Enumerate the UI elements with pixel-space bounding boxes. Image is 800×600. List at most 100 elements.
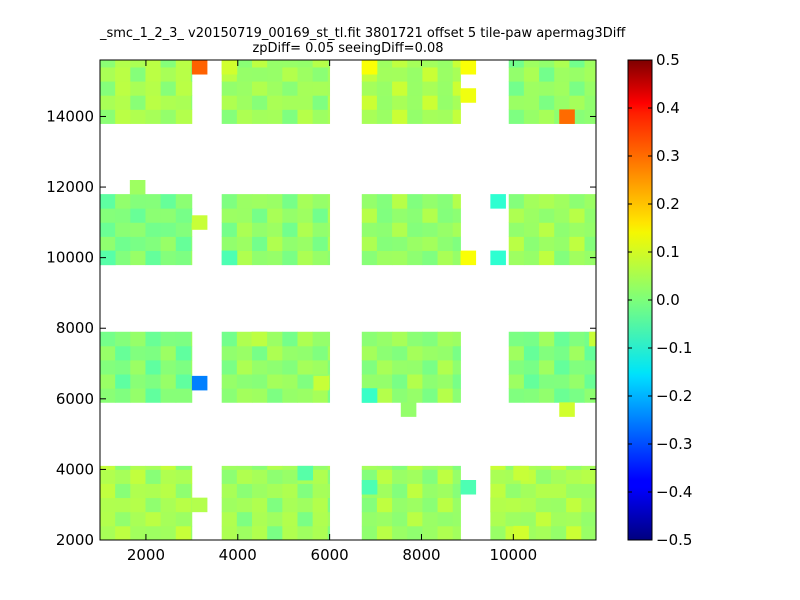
y-tick-label: 12000	[46, 178, 94, 196]
heatmap-cell	[452, 465, 461, 470]
heatmap-cell	[437, 222, 454, 237]
heatmap-cell	[236, 469, 253, 484]
heatmap-cell	[554, 67, 570, 82]
heatmap-cell	[550, 465, 567, 470]
heatmap-cell	[312, 345, 329, 361]
heatmap-cell	[581, 525, 596, 540]
heatmap-cell	[221, 497, 238, 513]
heatmap-cell	[100, 331, 116, 347]
heatmap-cell	[282, 208, 298, 223]
heatmap-cell	[130, 236, 146, 251]
heatmap-cell	[191, 60, 208, 75]
heatmap-cell	[490, 511, 506, 527]
heatmap-cell	[361, 208, 378, 223]
heatmap-cell	[392, 60, 408, 68]
heatmap-cell	[422, 250, 438, 266]
heatmap-cell	[252, 81, 268, 96]
heatmap-cell	[584, 222, 596, 237]
heatmap-cell	[145, 374, 162, 389]
heatmap-cell	[221, 236, 238, 251]
heatmap-cell	[535, 465, 552, 470]
heatmap-cell	[569, 81, 585, 96]
heatmap-cell	[392, 388, 408, 403]
heatmap-cell	[312, 236, 329, 251]
heatmap-cell	[145, 194, 162, 209]
heatmap-cell	[523, 60, 540, 68]
heatmap-cell	[392, 497, 408, 513]
heatmap-cell	[508, 194, 525, 209]
heatmap-cell	[312, 469, 329, 484]
heatmap-cell	[252, 511, 268, 527]
heatmap-cell	[327, 194, 331, 209]
heatmap-cell	[422, 360, 438, 375]
heatmap-cell	[267, 95, 283, 110]
heatmap-cell	[190, 497, 193, 513]
heatmap-cell	[361, 109, 378, 124]
heatmap-cell	[236, 60, 253, 68]
heatmap-cell	[535, 497, 552, 513]
heatmap-cell	[407, 525, 423, 540]
colorbar-tick-label: −0.1	[656, 339, 692, 357]
heatmap-cell	[191, 497, 208, 513]
heatmap-cell	[175, 250, 192, 266]
heatmap-cell	[392, 360, 408, 375]
heatmap-cell	[160, 525, 177, 540]
heatmap-cell	[160, 60, 177, 68]
heatmap-cell	[282, 360, 298, 375]
heatmap-cell	[252, 67, 268, 82]
heatmap-cell	[297, 67, 314, 82]
heatmap-cell	[437, 483, 454, 499]
heatmap-cell	[100, 60, 116, 68]
heatmap-cell	[554, 388, 570, 403]
heatmap-cell	[175, 497, 192, 513]
heatmap-cell	[160, 109, 177, 124]
heatmap-cell	[407, 497, 423, 513]
heatmap-cell	[361, 194, 378, 209]
heatmap-cell	[327, 67, 331, 82]
heatmap-cell	[505, 483, 522, 499]
heatmap-cell	[175, 109, 192, 124]
heatmap-cell	[190, 469, 193, 484]
heatmap-cell	[236, 95, 253, 110]
heatmap-cell	[221, 331, 238, 347]
heatmap-cell	[376, 465, 393, 470]
heatmap-cell	[130, 109, 146, 124]
heatmap-cell	[190, 95, 193, 110]
heatmap-cell	[407, 95, 423, 110]
heatmap-cell	[282, 236, 298, 251]
heatmap-cell	[376, 236, 393, 251]
heatmap-cell	[327, 360, 331, 375]
heatmap-cell	[508, 95, 525, 110]
heatmap-cell	[145, 483, 162, 499]
heatmap-cell	[160, 388, 177, 403]
heatmap-cell	[422, 469, 438, 484]
heatmap-cell	[452, 236, 461, 251]
heatmap-cell	[175, 208, 192, 223]
heatmap-cell	[327, 345, 331, 361]
heatmap-cell	[376, 67, 393, 82]
heatmap-cell	[523, 222, 540, 237]
heatmap-cell	[282, 345, 298, 361]
heatmap-cell	[569, 374, 585, 389]
heatmap-cell	[267, 497, 283, 513]
heatmap-cell	[452, 60, 461, 68]
heatmap-cell	[422, 511, 438, 527]
heatmap-cell	[513, 465, 529, 481]
heatmap-cell	[550, 511, 567, 527]
heatmap-cell	[267, 331, 283, 347]
heatmap-cell	[539, 222, 555, 237]
heatmap-cell	[554, 222, 570, 237]
heatmap-cell	[221, 208, 238, 223]
heatmap-cell	[407, 374, 423, 389]
heatmap-cell	[160, 465, 177, 470]
heatmap-cell	[539, 388, 555, 403]
heatmap-cell	[569, 194, 585, 209]
heatmap-cell	[145, 109, 162, 124]
heatmap-cell	[100, 497, 116, 513]
heatmap-cell	[100, 469, 116, 484]
heatmap-cell	[297, 222, 314, 237]
heatmap-cell	[539, 236, 555, 251]
heatmap-cell	[175, 469, 192, 484]
heatmap-cell	[267, 374, 283, 389]
heatmap-cell	[282, 67, 298, 82]
